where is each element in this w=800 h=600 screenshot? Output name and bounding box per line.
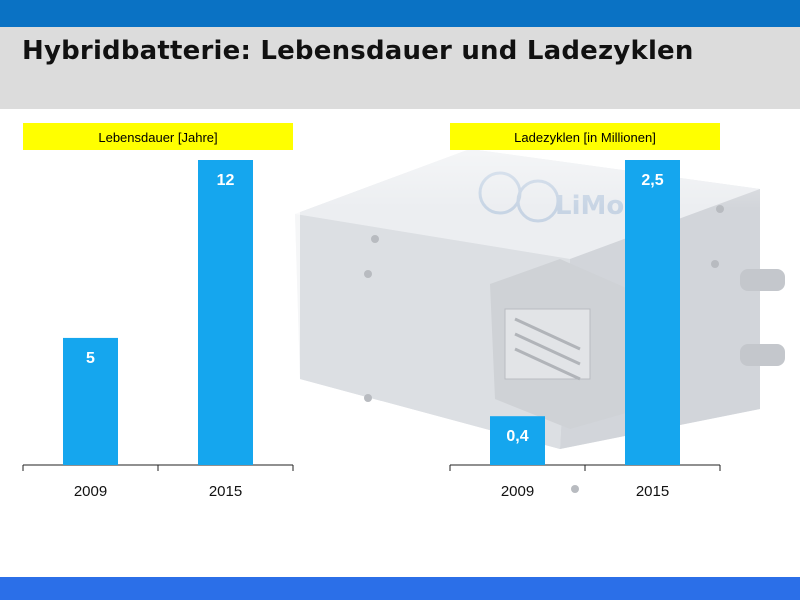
- chart-title: Lebensdauer [Jahre]: [98, 130, 217, 145]
- bar: [625, 160, 680, 465]
- chart-title-box: [23, 123, 293, 150]
- chart-title-box: [450, 123, 720, 150]
- bar: [63, 337, 118, 465]
- bottom-accent-bar: [0, 577, 800, 600]
- chart-title: Ladezyklen [in Millionen]: [514, 130, 656, 145]
- x-tick-label: 2015: [636, 483, 669, 500]
- bar: [490, 416, 545, 465]
- header-band: [0, 27, 800, 109]
- bar: [198, 160, 253, 465]
- data-label: 2,5: [641, 172, 663, 189]
- data-label: 0,4: [506, 428, 528, 445]
- top-accent-bar: [0, 0, 800, 27]
- x-tick-label: 2009: [501, 483, 534, 500]
- x-tick-label: 2015: [209, 483, 242, 500]
- page-title: Hybridbatterie: Lebensdauer und Ladezykl…: [22, 36, 694, 66]
- data-label: 5: [86, 350, 95, 367]
- data-label: 12: [217, 172, 235, 189]
- x-tick-label: 2009: [74, 483, 107, 500]
